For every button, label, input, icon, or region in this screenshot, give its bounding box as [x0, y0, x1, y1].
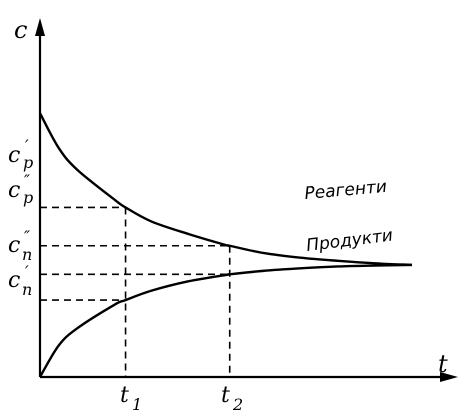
- series-line-products: [38, 263, 413, 378]
- x-tick-label-t1: t: [120, 383, 129, 408]
- y-tick-cp-prime: c p ′: [8, 136, 33, 172]
- y-tick-label-cn-double-prime: c: [8, 233, 20, 258]
- x-tick-t2: t 2: [221, 383, 243, 413]
- series-curves: [38, 112, 413, 378]
- y-tick-sub-cn-prime: п: [22, 280, 32, 299]
- y-tick-cp-double-prime: c p ″: [8, 171, 33, 207]
- y-tick-label-cp-prime: c: [8, 143, 20, 168]
- series-label-products: Продукти: [305, 226, 394, 256]
- y-tick-prime-cp-double-prime: ″: [24, 171, 30, 190]
- x-tick-t1: t 1: [120, 383, 142, 413]
- y-tick-sub-cn-double-prime: п: [22, 245, 32, 264]
- y-tick-prime-cn-double-prime: ″: [24, 227, 30, 246]
- y-tick-prime-cn-prime: ′: [25, 262, 29, 281]
- dashed-guide-lines: [40, 206, 231, 377]
- y-tick-sub-cp-double-prime: p: [23, 188, 33, 207]
- y-tick-label-cp-double-prime: c: [8, 178, 20, 203]
- y-axis-label: c: [14, 16, 27, 44]
- y-tick-prime-cp-prime: ′: [25, 136, 29, 155]
- y-tick-cn-prime: c п ′: [8, 262, 32, 299]
- series-line-reagents: [38, 112, 413, 267]
- y-tick-label-cn-prime: c: [8, 268, 20, 293]
- x-axis-arrow-icon: [440, 372, 458, 382]
- y-tick-sub-cp-prime: p: [23, 153, 33, 172]
- x-tick-sub-t1: 1: [132, 395, 142, 413]
- series-label-reagents: Реагенти: [304, 177, 388, 204]
- x-axis-label: t: [438, 350, 448, 378]
- x-tick-label-t2: t: [221, 383, 230, 408]
- y-tick-cn-double-prime: c п ″: [8, 227, 32, 264]
- x-tick-sub-t2: 2: [232, 395, 243, 413]
- y-axis-arrow-icon: [35, 18, 45, 36]
